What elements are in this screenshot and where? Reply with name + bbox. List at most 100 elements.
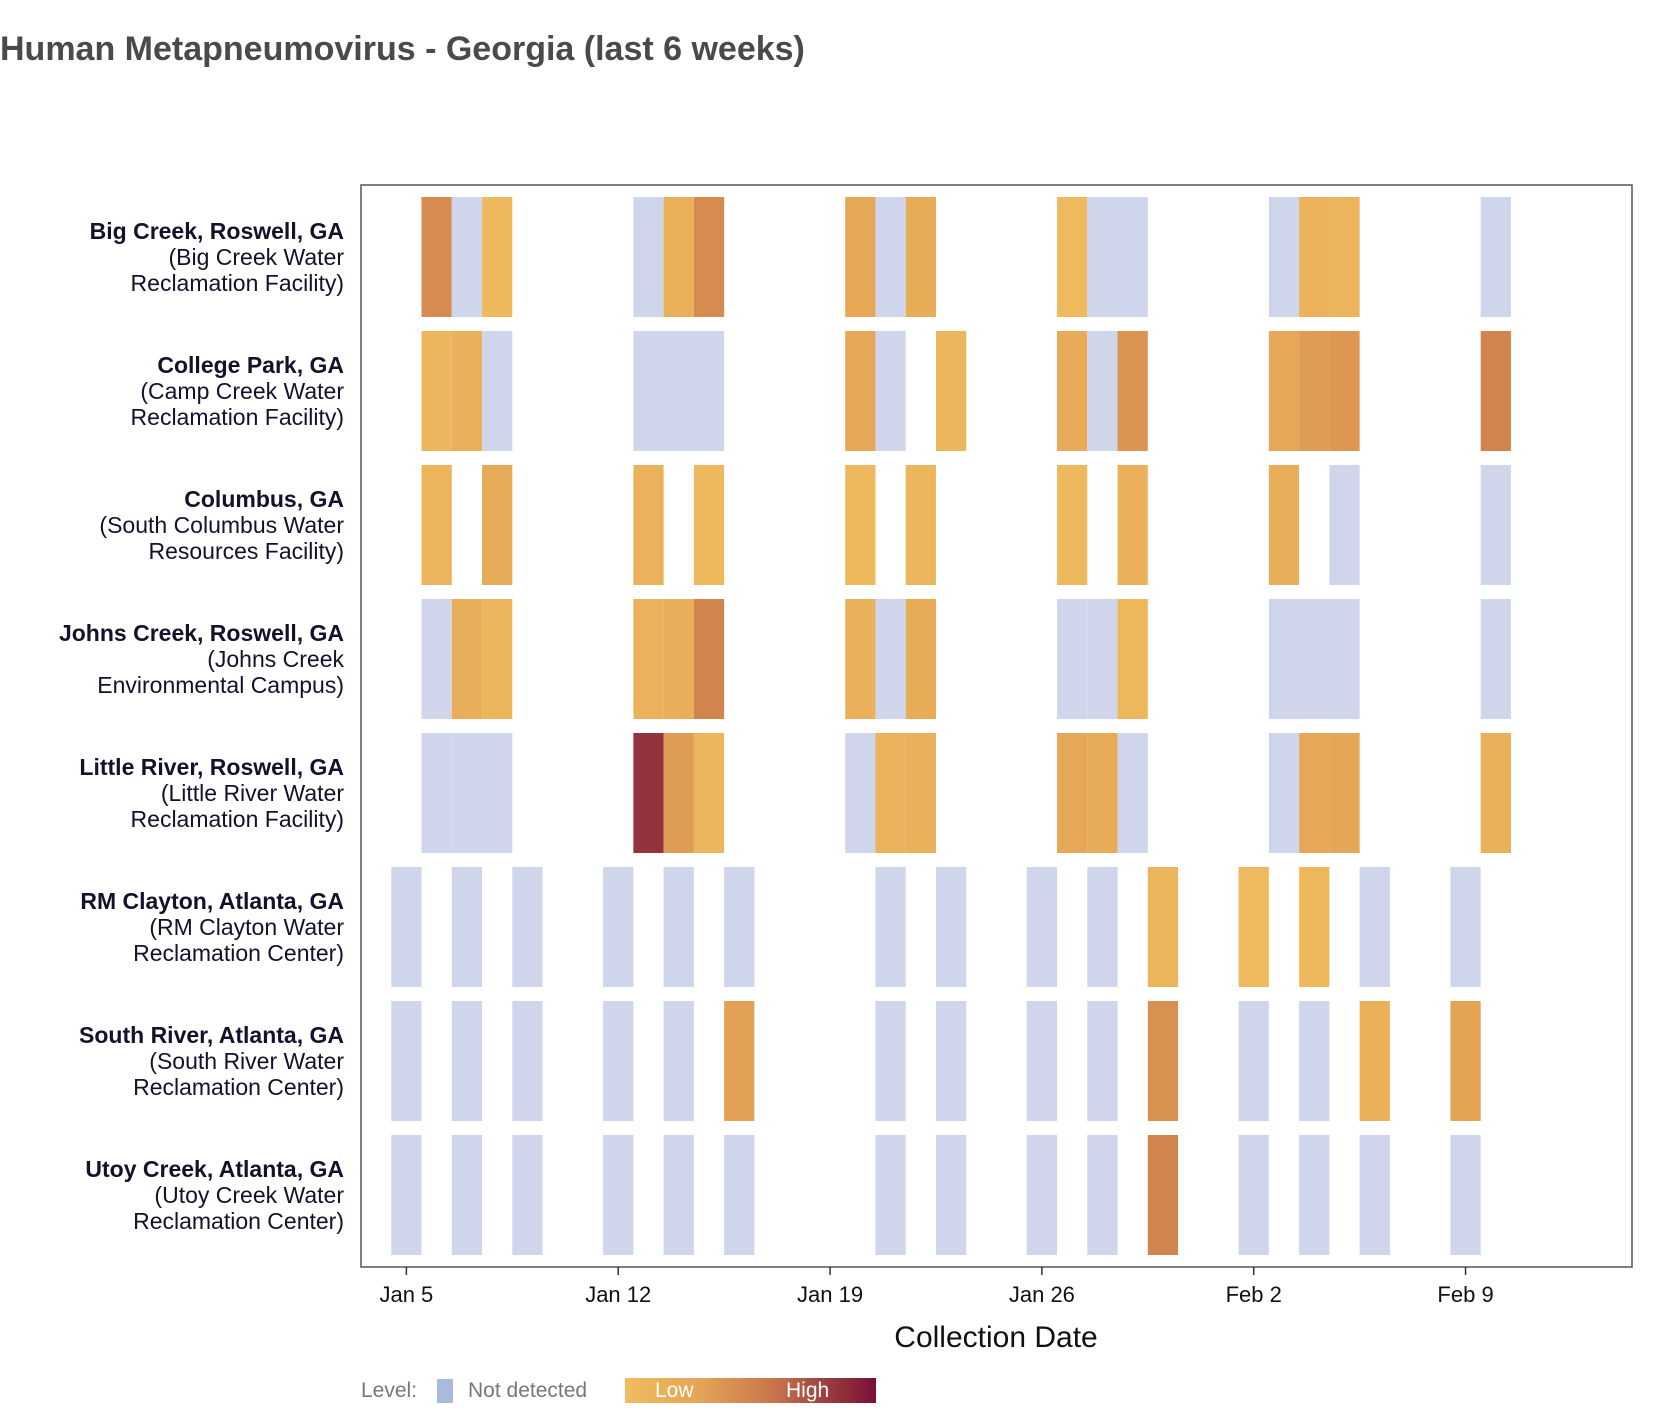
heatmap-cell	[1057, 197, 1088, 317]
x-tick-label: Feb 2	[1226, 1282, 1282, 1307]
site-facility-label: (Johns Creek	[207, 646, 344, 672]
heatmap-cell	[1117, 599, 1148, 719]
heatmap-cell	[1147, 1135, 1179, 1255]
heatmap-cell	[663, 599, 694, 719]
heatmap-cell	[1117, 197, 1148, 317]
site-name-label: South River, Atlanta, GA	[79, 1022, 344, 1048]
heatmap-cell	[663, 197, 694, 317]
heatmap-cell	[1147, 1001, 1179, 1121]
heatmap-cell	[1329, 733, 1360, 853]
heatmap-cell	[1299, 1135, 1330, 1255]
heatmap-cell	[391, 1001, 422, 1121]
heatmap-cell	[1087, 197, 1118, 317]
heatmap-cell	[663, 867, 694, 987]
heatmap-cell	[603, 1135, 634, 1255]
heatmap-cell	[875, 1001, 906, 1121]
heatmap-cell	[451, 733, 483, 853]
heatmap-cell	[845, 331, 876, 451]
heatmap-cell	[1268, 465, 1300, 585]
heatmap-cell	[1057, 465, 1088, 585]
heatmap-cell	[1359, 1001, 1390, 1121]
heatmap-cell	[693, 331, 725, 451]
heatmap-cell	[875, 331, 906, 451]
legend-not-detected-label: Not detected	[468, 1379, 587, 1402]
site-facility-label: Reclamation Center)	[133, 940, 344, 966]
heatmap-cells	[391, 197, 1511, 1255]
heatmap-cell	[1480, 599, 1511, 719]
site-facility-label: (RM Clayton Water	[149, 914, 344, 940]
heatmap-cell	[1026, 867, 1058, 987]
legend-title: Level:	[361, 1379, 417, 1402]
heatmap-cell	[1329, 599, 1360, 719]
heatmap-cell	[663, 331, 694, 451]
heatmap-cell	[603, 1001, 634, 1121]
site-name-label: Columbus, GA	[184, 486, 344, 512]
heatmap-cell	[663, 733, 694, 853]
site-name-label: Big Creek, Roswell, GA	[90, 218, 344, 244]
heatmap-cell	[1450, 1135, 1481, 1255]
heatmap-cell	[875, 867, 906, 987]
site-facility-label: (Camp Creek Water	[140, 378, 344, 404]
heatmap-cell	[905, 599, 936, 719]
heatmap-cell	[482, 733, 513, 853]
heatmap-cell	[482, 465, 513, 585]
heatmap-cell	[633, 733, 664, 853]
heatmap-cell	[1480, 733, 1511, 853]
x-tick-label: Jan 5	[379, 1282, 433, 1307]
heatmap-cell	[1117, 733, 1148, 853]
heatmap-cell	[1299, 197, 1330, 317]
heatmap-cell	[1268, 733, 1300, 853]
site-facility-label: (Little River Water	[161, 780, 345, 806]
heatmap-cell	[1268, 331, 1300, 451]
heatmap-cell	[421, 197, 452, 317]
legend: Level: Not detected Low High	[361, 1378, 876, 1403]
heatmap-cell	[1057, 599, 1088, 719]
heatmap-cell	[482, 331, 513, 451]
heatmap-cell	[935, 867, 967, 987]
heatmap-cell	[693, 733, 725, 853]
site-facility-label: Environmental Campus)	[97, 672, 344, 698]
heatmap-cell	[724, 1001, 755, 1121]
heatmap-cell	[724, 867, 755, 987]
heatmap-cell	[693, 599, 725, 719]
site-facility-label: Resources Facility)	[148, 538, 344, 564]
site-facility-label: Reclamation Facility)	[131, 806, 344, 832]
heatmap-cell	[1480, 331, 1511, 451]
heatmap-cell	[1238, 1001, 1269, 1121]
heatmap-cell	[905, 197, 936, 317]
heatmap-cell	[1299, 1001, 1330, 1121]
heatmap-cell	[451, 599, 483, 719]
x-axis: Jan 5 Jan 12 Jan 19 Jan 26 Feb 2 Feb 9	[379, 1267, 1494, 1307]
x-tick-label: Feb 9	[1437, 1282, 1493, 1307]
site-facility-label: Reclamation Facility)	[131, 404, 344, 430]
heatmap-cell	[905, 465, 936, 585]
heatmap-cell	[1329, 331, 1360, 451]
heatmap-cell	[1087, 1135, 1118, 1255]
heatmap-cell	[1117, 331, 1148, 451]
heatmap-cell	[391, 867, 422, 987]
heatmap-cell	[1359, 1135, 1390, 1255]
x-tick-label: Jan 19	[797, 1282, 863, 1307]
site-facility-label: Reclamation Center)	[133, 1208, 344, 1234]
plot-frame	[360, 184, 1633, 1268]
chart-title: Human Metapneumovirus - Georgia (last 6 …	[0, 30, 805, 68]
heatmap-cell	[1057, 733, 1088, 853]
heatmap-cell	[603, 867, 634, 987]
site-facility-label: (South Columbus Water	[99, 512, 344, 538]
heatmap-cell	[1450, 867, 1481, 987]
heatmap-cell	[875, 197, 906, 317]
heatmap-cell	[482, 599, 513, 719]
heatmap-cell	[451, 867, 483, 987]
heatmap-cell	[1026, 1001, 1058, 1121]
heatmap-cell	[482, 197, 513, 317]
heatmap-cell	[1057, 331, 1088, 451]
legend-not-detected-swatch	[437, 1379, 453, 1403]
site-name-label: College Park, GA	[157, 352, 344, 378]
heatmap-cell	[935, 1135, 967, 1255]
heatmap-cell	[905, 733, 936, 853]
heatmap-cell	[1450, 1001, 1481, 1121]
heatmap-cell	[1299, 733, 1330, 853]
heatmap-cell	[1480, 197, 1511, 317]
heatmap-cell	[451, 197, 483, 317]
